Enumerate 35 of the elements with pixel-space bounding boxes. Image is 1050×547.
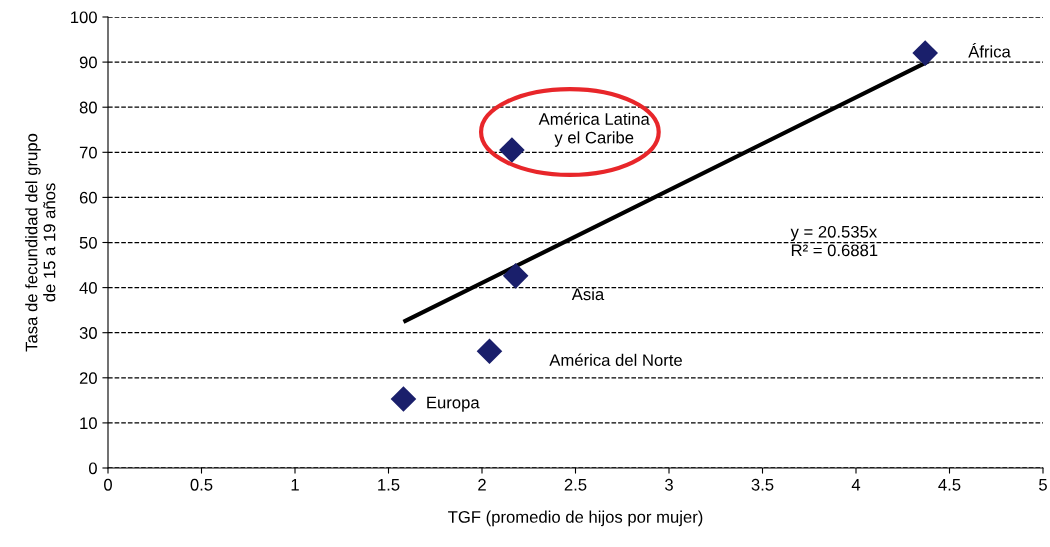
y-tick-label: 40 — [79, 282, 97, 294]
y-tick-label: 60 — [79, 191, 97, 204]
annotation: América del Norte — [549, 353, 682, 367]
y-tick-label: 10 — [80, 417, 97, 430]
y-axis-title: Tasa de fecundidad del grupo de 15 a 19 años — [25, 133, 56, 352]
y-tick-label: 0 — [88, 462, 97, 475]
y-tick-label: 50 — [79, 236, 97, 249]
annotation: Asia — [571, 287, 605, 301]
x-tick-label: 2 — [478, 478, 486, 491]
annotation: África — [968, 42, 1011, 58]
y-tick-label: 100 — [71, 11, 97, 24]
y-tick-label: 20 — [79, 372, 97, 384]
point — [476, 338, 503, 364]
annotation: y = 20.535x R² = 0.6881 — [790, 225, 878, 257]
x-tick-label: 4.5 — [938, 479, 961, 491]
point — [502, 263, 529, 289]
annotation: América Latina y el Caribe — [538, 112, 650, 147]
annotation: Europa — [427, 396, 480, 412]
x-tick-label: 3 — [665, 478, 673, 491]
y-tick-label: 90 — [79, 56, 97, 69]
x-tick-label: 3.5 — [751, 478, 774, 491]
x-tick-label: 0.5 — [190, 478, 213, 491]
point — [912, 40, 938, 66]
x-tick-label: 5 — [1039, 479, 1047, 491]
x-tick-label: 2.5 — [564, 478, 587, 491]
x-tick-label: 1 — [291, 479, 299, 491]
x-axis-title: TGF (promedio de hijos por mujer) — [448, 510, 703, 527]
x-tick-label: 4 — [851, 479, 861, 491]
point — [499, 137, 525, 163]
point — [390, 386, 417, 412]
x-tick-label: 0 — [104, 478, 112, 491]
y-tick-label: 70 — [79, 146, 97, 159]
y-tick-label: 30 — [79, 327, 97, 339]
y-tick-label: 80 — [79, 101, 97, 114]
x-tick-label: 1.5 — [378, 479, 400, 491]
